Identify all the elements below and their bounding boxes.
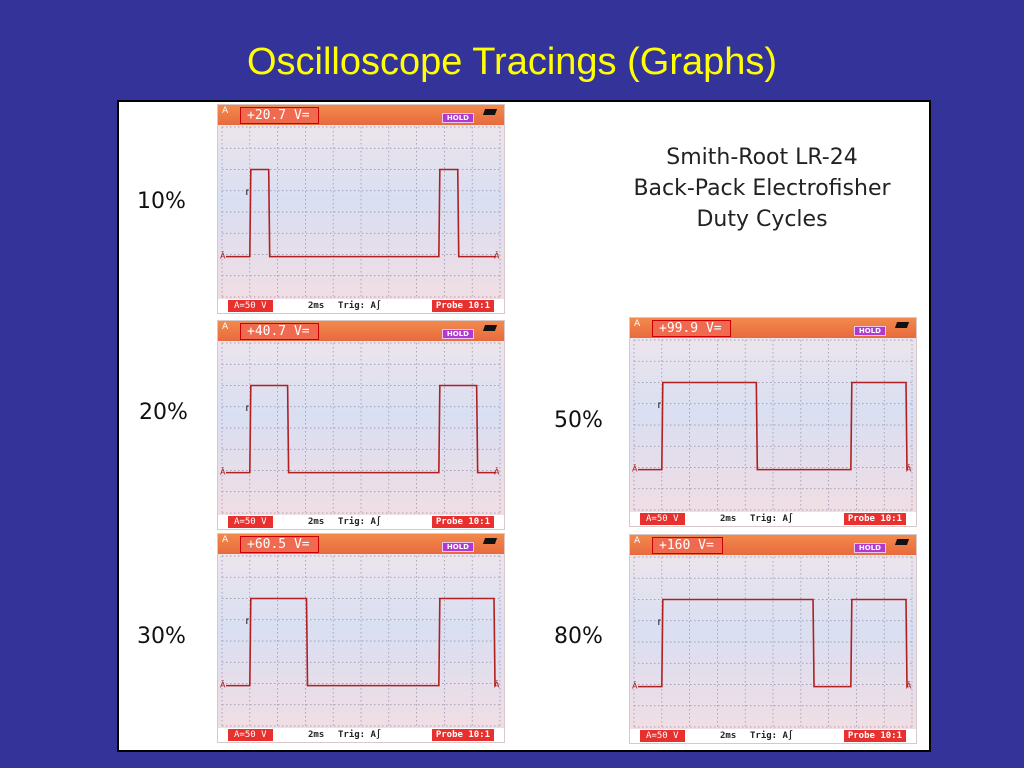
range-indicator: A=50 V — [228, 729, 273, 741]
range-indicator: A=50 V — [228, 516, 273, 528]
duty-label-80: 80% — [554, 624, 603, 649]
voltage-readout: +40.7 V= — [240, 323, 319, 340]
probe-setting: Probe 10:1 — [431, 300, 494, 312]
ground-marker-icon: Â — [220, 250, 226, 261]
scope-status-bar: A=50 V 2ms Trig: A∫ Probe 10:1 — [218, 728, 504, 742]
battery-icon — [894, 322, 910, 328]
timebase-label: 2ms — [308, 301, 325, 311]
scope-top-bar: A +60.5 V= HOLD — [218, 534, 504, 554]
trace-end-marker-icon: Â — [906, 463, 912, 474]
trigger-label: Trig: A∫ — [338, 301, 382, 311]
trace-end-marker-icon: Â — [494, 466, 500, 477]
trigger-marker-icon — [246, 618, 249, 624]
channel-marker: A — [634, 319, 641, 329]
figure-panel: Smith-Root LR-24 Back-Pack Electrofisher… — [117, 100, 931, 752]
channel-marker: A — [222, 535, 229, 545]
scope-status-bar: A=50 V 2ms Trig: A∫ Probe 10:1 — [218, 299, 504, 313]
voltage-readout: +160 V= — [652, 537, 723, 554]
ground-marker-icon: Â — [220, 466, 226, 477]
scope-status-bar: A=50 V 2ms Trig: A∫ Probe 10:1 — [218, 515, 504, 529]
voltage-readout: +60.5 V= — [240, 536, 319, 553]
channel-marker: A — [634, 536, 641, 546]
duty-label-30: 30% — [137, 624, 186, 649]
square-wave-trace — [226, 168, 496, 258]
voltage-readout: +20.7 V= — [240, 107, 319, 124]
duty-label-50: 50% — [554, 408, 603, 433]
range-indicator: A=50 V — [640, 513, 685, 525]
hold-badge: HOLD — [853, 326, 886, 336]
trigger-marker-icon — [658, 402, 661, 408]
duty-label-20: 20% — [139, 400, 188, 425]
timebase-label: 2ms — [308, 730, 325, 740]
ground-marker-icon: Â — [632, 463, 638, 474]
ground-marker-icon: Â — [632, 680, 638, 691]
scope-status-bar: A=50 V 2ms Trig: A∫ Probe 10:1 — [630, 729, 916, 743]
trace-end-marker-icon: Â — [494, 679, 500, 690]
caption-line: Smith-Root LR-24 — [666, 145, 858, 170]
channel-marker: A — [222, 322, 229, 332]
probe-setting: Probe 10:1 — [843, 730, 906, 742]
trace-end-marker-icon: Â — [906, 680, 912, 691]
trigger-marker-icon — [246, 189, 249, 195]
voltage-readout: +99.9 V= — [652, 320, 731, 337]
ground-marker-icon: Â — [220, 679, 226, 690]
channel-marker: A — [222, 106, 229, 116]
scope-top-bar: A +160 V= HOLD — [630, 535, 916, 555]
timebase-label: 2ms — [308, 517, 325, 527]
probe-setting: Probe 10:1 — [843, 513, 906, 525]
duty-label-10: 10% — [137, 189, 186, 214]
caption-line: Back-Pack Electrofisher — [633, 176, 891, 201]
probe-setting: Probe 10:1 — [431, 729, 494, 741]
battery-icon — [482, 109, 498, 115]
square-wave-trace — [226, 384, 496, 474]
range-indicator: A=50 V — [640, 730, 685, 742]
hold-badge: HOLD — [441, 329, 474, 339]
caption-line: Duty Cycles — [696, 207, 828, 232]
trigger-label: Trig: A∫ — [750, 731, 794, 741]
trigger-marker-icon — [658, 619, 661, 625]
range-indicator: A=50 V — [228, 300, 273, 312]
square-wave-trace — [638, 598, 908, 688]
battery-icon — [482, 325, 498, 331]
hold-badge: HOLD — [853, 543, 886, 553]
square-wave-trace — [226, 597, 496, 687]
hold-badge: HOLD — [441, 113, 474, 123]
trace-end-marker-icon: Â — [494, 250, 500, 261]
trigger-marker-icon — [246, 405, 249, 411]
trigger-label: Trig: A∫ — [750, 514, 794, 524]
hold-badge: HOLD — [441, 542, 474, 552]
battery-icon — [482, 538, 498, 544]
scope-top-bar: A +99.9 V= HOLD — [630, 318, 916, 338]
trigger-label: Trig: A∫ — [338, 730, 382, 740]
timebase-label: 2ms — [720, 514, 737, 524]
probe-setting: Probe 10:1 — [431, 516, 494, 528]
slide-title: Oscilloscope Tracings (Graphs) — [246, 41, 778, 83]
scope-status-bar: A=50 V 2ms Trig: A∫ Probe 10:1 — [630, 512, 916, 526]
timebase-label: 2ms — [720, 731, 737, 741]
trigger-label: Trig: A∫ — [338, 517, 382, 527]
scope-top-bar: A +40.7 V= HOLD — [218, 321, 504, 341]
scope-top-bar: A +20.7 V= HOLD — [218, 105, 504, 125]
square-wave-trace — [638, 381, 908, 471]
figure-caption: Smith-Root LR-24 Back-Pack Electrofisher… — [601, 142, 923, 235]
battery-icon — [894, 539, 910, 545]
